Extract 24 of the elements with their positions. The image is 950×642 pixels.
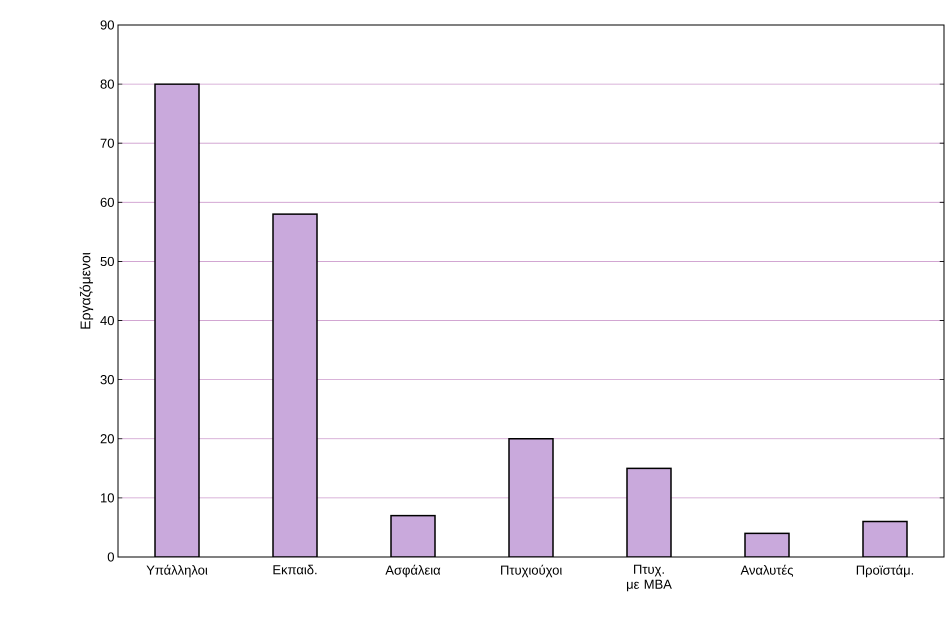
x-tick-label: Πτυχιούχοι <box>501 564 562 578</box>
x-tick-label: Εκπαιδ. <box>273 564 316 574</box>
x-tick-label: Υπάλληλοι <box>146 564 208 578</box>
bar <box>508 438 554 557</box>
y-tick-label: 0 <box>108 552 114 562</box>
bar <box>154 83 200 557</box>
x-tick-label: Αναλυτές <box>740 564 794 577</box>
y-tick-label: 50 <box>100 256 114 266</box>
y-tick-label: 30 <box>100 375 114 384</box>
y-tick-label: 20 <box>100 434 114 444</box>
y-tick-label: 70 <box>100 138 114 148</box>
y-axis-title: Εργαζόμενοι <box>80 252 94 329</box>
bar <box>272 213 318 557</box>
bar <box>390 514 436 557</box>
y-tick-label: 80 <box>100 79 114 89</box>
bar <box>862 520 908 557</box>
y-tick-label: 40 <box>100 316 114 326</box>
y-tick-label: 10 <box>101 493 114 502</box>
y-tick-label: 60 <box>100 198 114 207</box>
x-tick-label: Προϊστάμ. <box>856 564 914 578</box>
y-tick-label: 90 <box>100 20 114 30</box>
bar <box>626 468 672 557</box>
x-tick-label: Πτυχ. με MBA <box>626 564 672 592</box>
x-tick-label: Ασφάλεια <box>385 564 440 578</box>
